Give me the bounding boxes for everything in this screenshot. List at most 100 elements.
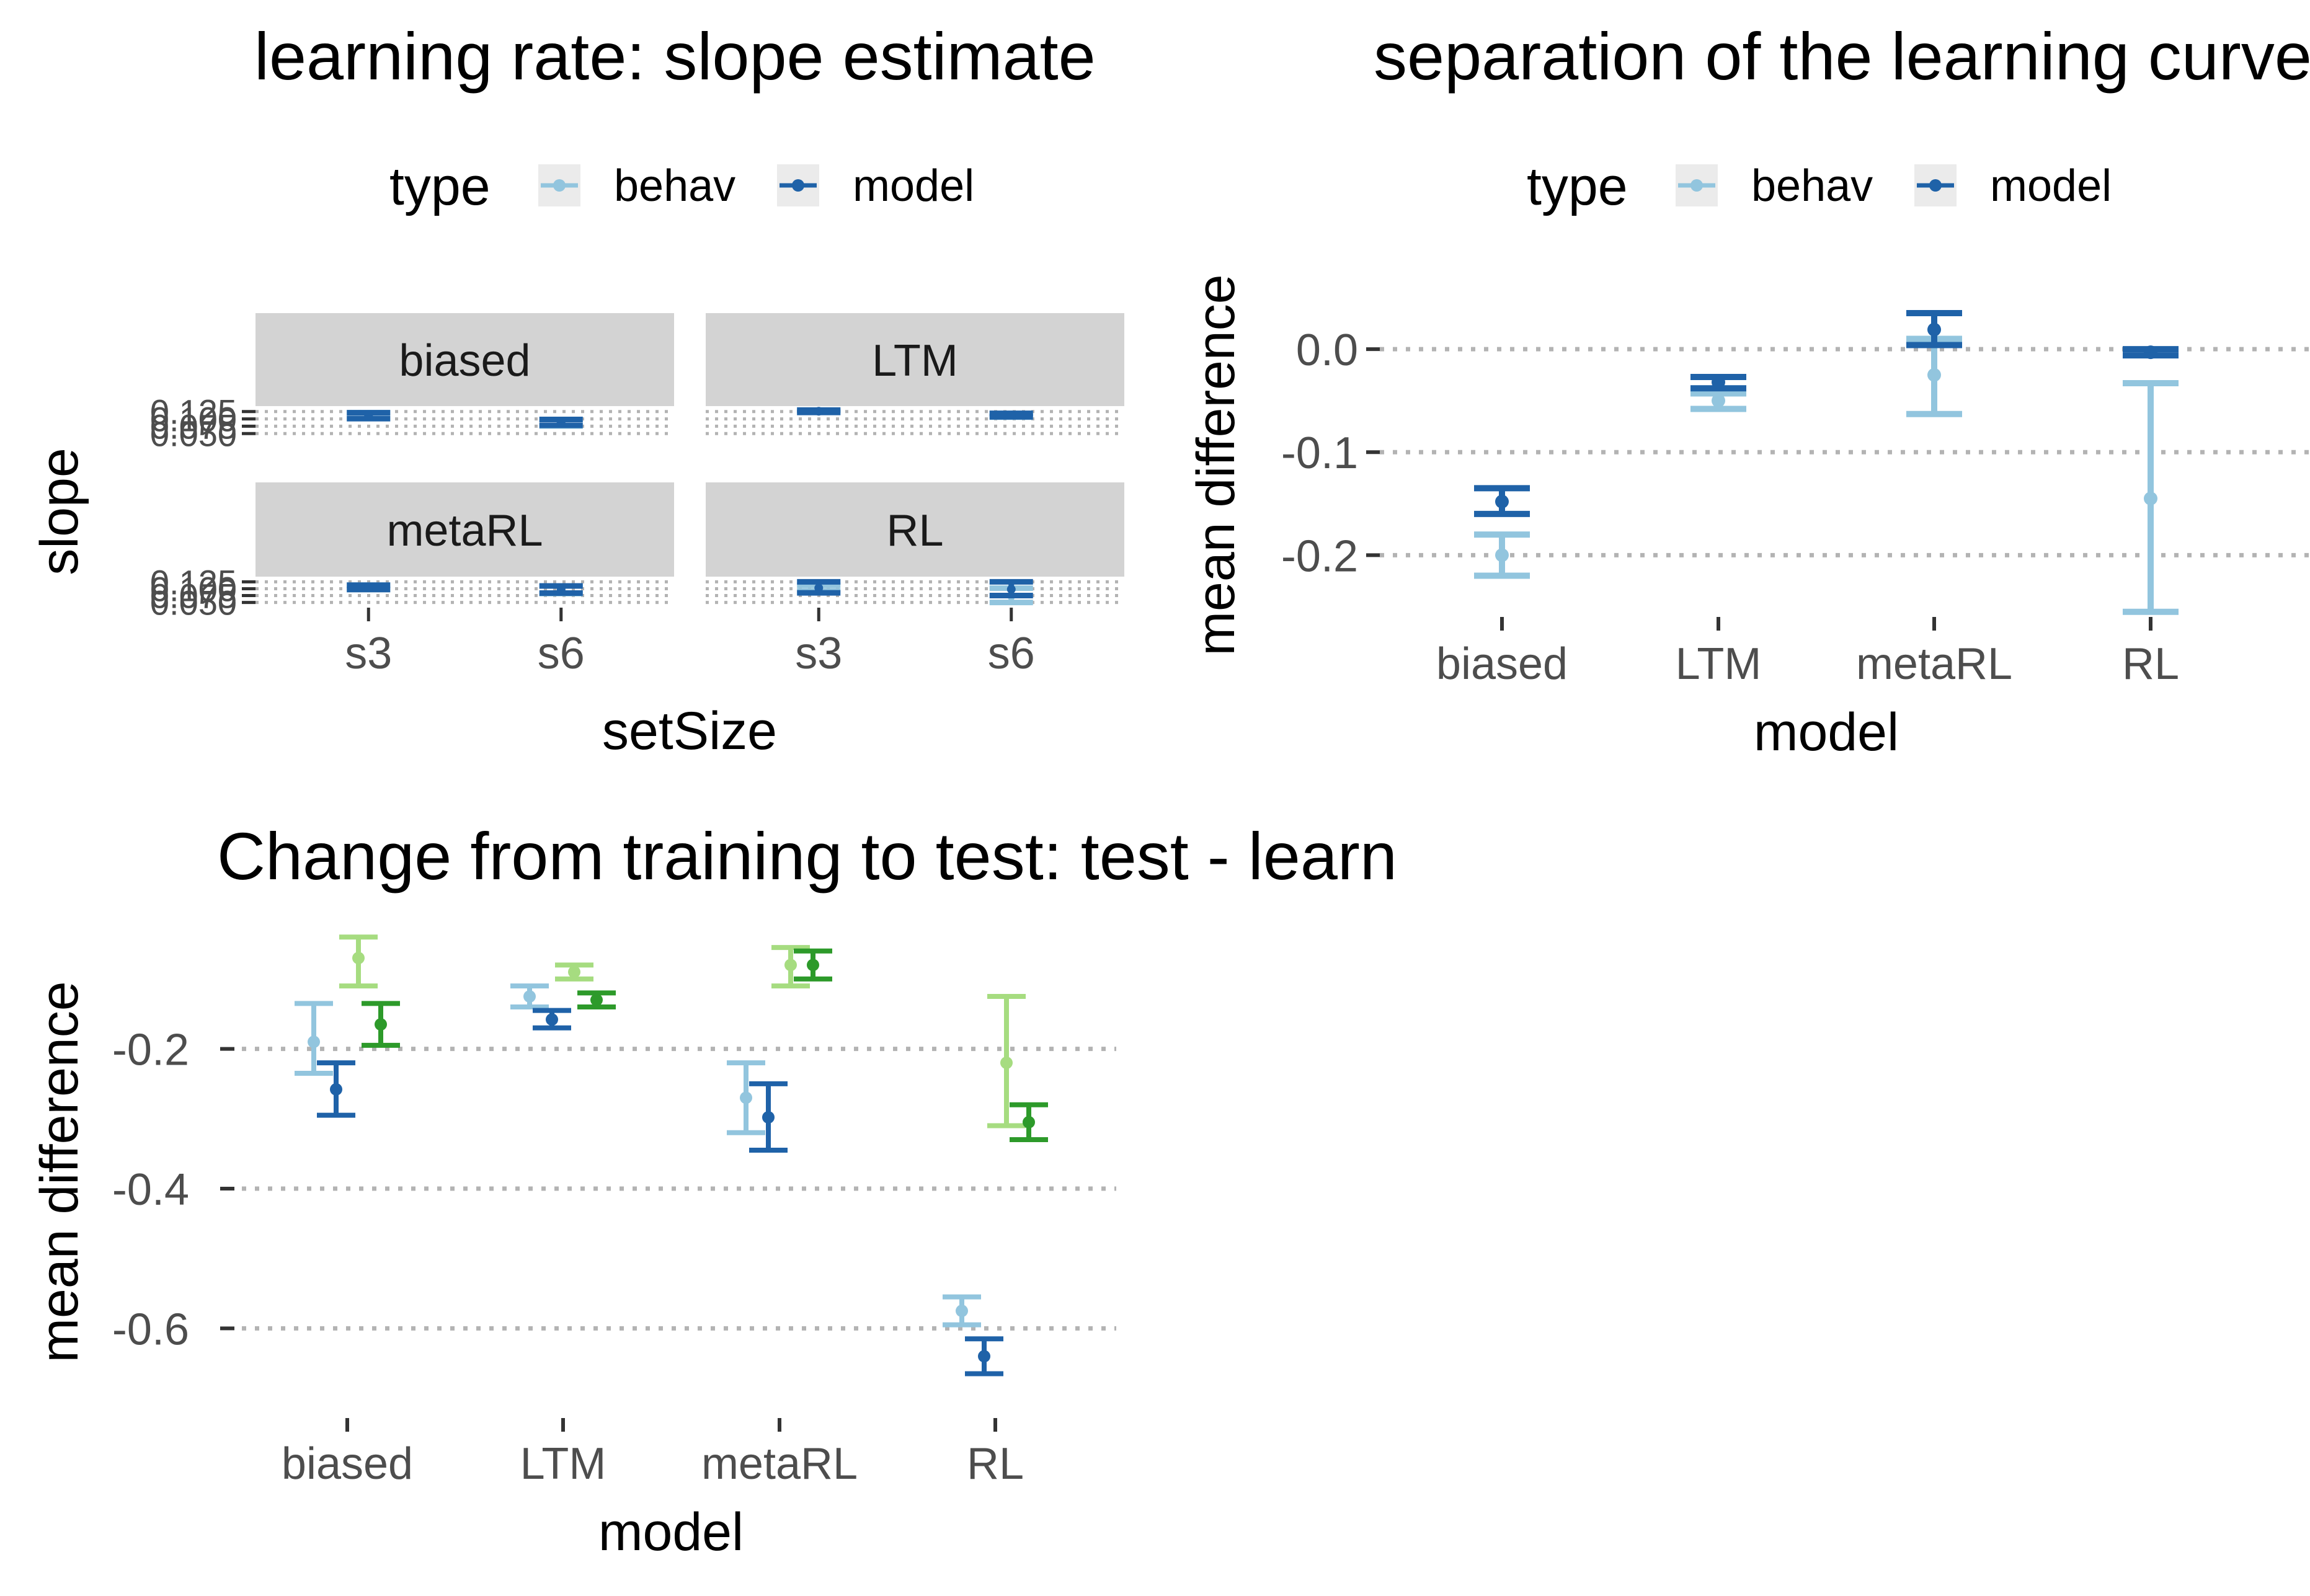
data-point (352, 952, 365, 965)
chart-title: Change from training to test: test - lea… (217, 818, 1397, 893)
data-point (546, 1013, 558, 1026)
y-tick-label: -0.1 (1281, 428, 1358, 478)
data-point (784, 959, 797, 972)
y-tick-label: 0.125 (150, 392, 237, 432)
data-point (740, 1091, 752, 1104)
legend-item: model (777, 161, 974, 211)
x-tick-label: LTM (1676, 639, 1762, 689)
y-tick-label: 0.100 (150, 569, 237, 608)
facet-strip (255, 482, 674, 577)
legend-label: model (1990, 161, 2112, 211)
errorbar-dark-blue-biased (317, 1060, 355, 1118)
legend-key-point (792, 179, 804, 192)
data-point (364, 583, 373, 592)
chart-title: learning rate: slope estimate (254, 19, 1096, 94)
errorbar-behav-LTM (1690, 390, 1746, 412)
errorbar-behav-RL (2123, 379, 2179, 615)
legend-item: behav (538, 161, 735, 211)
y-tick-label: 0.125 (150, 562, 237, 601)
errorbar-light-blue-LTM (510, 983, 549, 1009)
y-tick-label: 0.075 (150, 407, 237, 446)
errorbar-light-green-metaRL (771, 945, 810, 989)
legend-key-point (1690, 179, 1703, 192)
data-point (814, 583, 824, 593)
legend-label: behav (1751, 161, 1873, 211)
data-point (1712, 394, 1725, 408)
errorbar-dark-blue-metaRL (749, 1081, 788, 1153)
errorbar-model-biased (1474, 485, 1530, 517)
x-axis-title: setSize (602, 701, 777, 761)
data-point (523, 990, 536, 1003)
facet-label: biased (399, 336, 530, 386)
separation-chart: separation of the learning curves type beh… (1186, 19, 2310, 762)
legend-title: type (389, 157, 491, 216)
errorbar-model-s3 (347, 582, 391, 593)
data-point (1927, 368, 1941, 382)
data-point (1712, 375, 1725, 389)
legend-title: type (1527, 157, 1628, 216)
data-point (762, 1111, 775, 1124)
errorbar-dark-green-LTM (577, 990, 616, 1009)
data-point (1006, 410, 1016, 420)
errorbar-dark-green-metaRL (794, 948, 832, 982)
facet-strip (706, 313, 1124, 406)
errorbar-light-blue-metaRL (727, 1060, 765, 1135)
x-tick-label: s6 (988, 629, 1035, 678)
y-tick-label: -0.6 (112, 1305, 189, 1354)
data-point (956, 1305, 968, 1318)
data-point (978, 1350, 990, 1363)
data-point (1023, 1115, 1035, 1128)
x-tick-label: s3 (345, 629, 392, 678)
facet-label: metaRL (386, 506, 543, 556)
y-axis-title: slope (30, 448, 89, 575)
errorbar-dark-green-biased (362, 1001, 400, 1048)
errorbar-model-LTM (1690, 373, 1746, 392)
errorbar-model-s6 (989, 579, 1033, 599)
y-tick-label: -0.4 (112, 1165, 189, 1215)
errorbar-dark-blue-LTM (533, 1008, 571, 1031)
legend-label: behav (614, 161, 735, 211)
x-tick-label: RL (967, 1439, 1024, 1489)
facet-strip (706, 482, 1124, 577)
data-point (568, 965, 580, 978)
facet-strip (255, 313, 674, 406)
errorbar-dark-green-RL (1010, 1102, 1048, 1143)
legend-key-point (1929, 179, 1942, 192)
x-tick-label: biased (1436, 639, 1568, 689)
data-point (375, 1018, 387, 1031)
facet-RL: RL s3 s6 (706, 482, 1124, 678)
legend: type behav model (389, 157, 974, 216)
legend: type behav model (1527, 157, 2112, 216)
y-tick-label: 0.050 (150, 583, 237, 623)
y-tick-label: 0.075 (150, 577, 237, 616)
x-tick-label: biased (282, 1439, 413, 1489)
x-tick-label: RL (2122, 639, 2179, 689)
data-point (556, 585, 566, 594)
x-axis-title: model (598, 1502, 744, 1562)
facet-LTM: LTM (706, 313, 1124, 435)
x-tick-label: s3 (795, 629, 842, 678)
x-tick-label: s6 (538, 629, 585, 678)
facet-label: RL (886, 506, 943, 556)
y-axis-title: mean difference (1186, 274, 1246, 655)
errorbar-model-RL (2123, 345, 2179, 360)
x-axis-title: model (1754, 703, 1899, 762)
y-tick-label: -0.2 (1281, 531, 1358, 581)
data-point (1927, 322, 1941, 337)
errorbar-light-green-biased (339, 934, 378, 989)
slope-chart: learning rate: slope estimate type behav mo… (30, 19, 1124, 761)
errorbar-model-metaRL (1906, 310, 1962, 348)
legend-item: model (1914, 161, 2112, 211)
x-tick-label: metaRL (1856, 639, 2012, 689)
data-point (308, 1035, 320, 1048)
errorbar-model-s6 (539, 417, 583, 428)
legend-key-point (553, 179, 566, 192)
errorbar-model-s3 (797, 579, 841, 596)
chart-title: separation of the learning curves (1374, 19, 2310, 94)
x-tick-label: metaRL (701, 1439, 858, 1489)
errorbar-dark-blue-RL (965, 1336, 1003, 1377)
errorbar-model-s3 (797, 407, 841, 416)
